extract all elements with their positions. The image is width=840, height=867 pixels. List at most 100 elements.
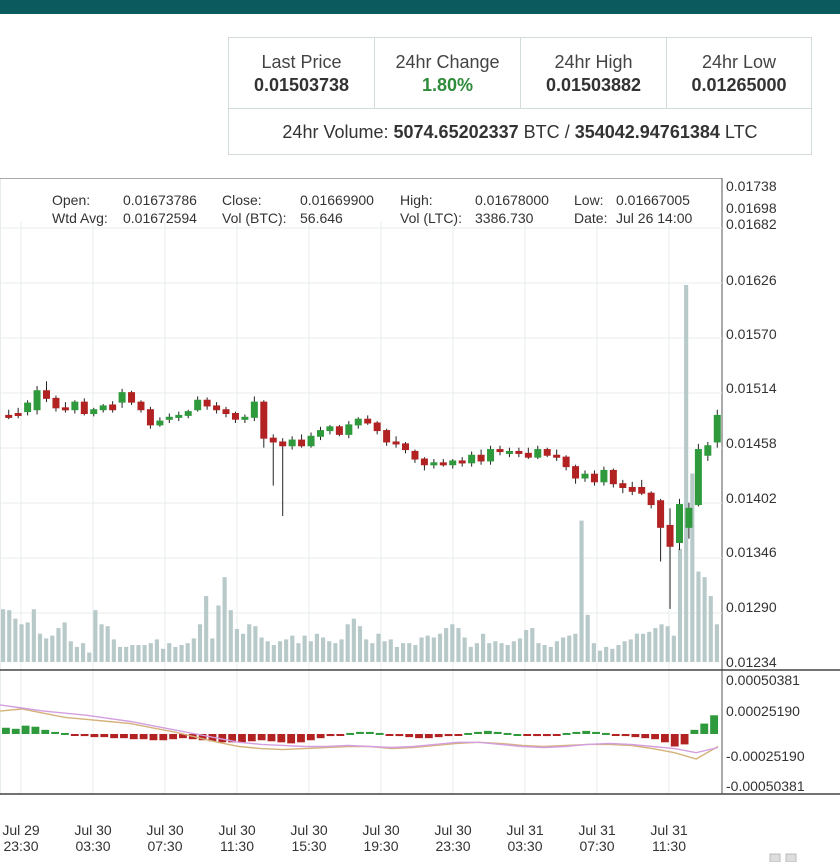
ohlc-wtd-label: Wtd Avg: <box>52 210 108 226</box>
candle-body <box>250 401 258 418</box>
candle <box>43 381 51 403</box>
candle <box>713 409 721 448</box>
volume-bar <box>253 626 258 662</box>
macd-histogram-bar <box>41 729 50 734</box>
candle-body <box>80 401 88 415</box>
candle-body <box>222 409 230 415</box>
x-tick-time: 15:30 <box>291 838 326 854</box>
volume-bar <box>530 628 535 662</box>
ohlc-date-label: Date: <box>574 210 608 226</box>
macd-histogram-bar <box>434 734 443 738</box>
volume-bar <box>50 635 55 662</box>
volume-bar <box>690 473 695 662</box>
volume-bar <box>407 643 412 662</box>
candle <box>80 398 88 416</box>
macd-histogram-bar <box>385 734 394 736</box>
volume-bar <box>1 609 6 662</box>
volume-bar <box>185 643 190 662</box>
candle <box>505 447 513 458</box>
candle <box>553 449 561 461</box>
x-tick-date: Jul 30 <box>434 822 472 838</box>
volume-bar <box>511 641 516 662</box>
candle <box>487 445 495 465</box>
candle <box>383 428 391 446</box>
candle <box>71 400 79 414</box>
x-tick-date: Jul 30 <box>146 822 184 838</box>
candle <box>638 479 646 496</box>
volume-bar <box>142 645 147 662</box>
macd-histogram-bar <box>257 734 266 741</box>
candle-body <box>231 413 239 420</box>
macd-tick-label: 0.00050381 <box>726 672 800 688</box>
macd-histogram-bar <box>110 734 119 739</box>
candle-body <box>146 409 154 426</box>
volume-bar <box>117 646 123 662</box>
candle <box>477 449 485 465</box>
volume-bar <box>634 633 639 662</box>
volume-bar <box>161 648 166 662</box>
candle-body <box>562 456 570 468</box>
volume-bar <box>641 633 646 662</box>
candle <box>137 400 145 413</box>
volume-bar <box>585 614 590 662</box>
candle-body <box>468 454 476 464</box>
macd-histogram-bar <box>631 734 640 738</box>
macd-histogram-bar <box>198 734 207 741</box>
macd-histogram-bar <box>375 732 384 735</box>
macd-histogram-bar <box>621 734 630 737</box>
candle <box>298 434 306 448</box>
volume-bar <box>339 639 344 662</box>
x-tick-time: 23:30 <box>435 838 470 854</box>
candle <box>203 397 211 410</box>
x-tick-date: Jul 30 <box>290 822 328 838</box>
price-chart[interactable]: 0.01738 0.01698 0.01682 0.01626 0.01570 0.015… <box>0 177 840 863</box>
ohlc-close-value: 0.01669900 <box>300 192 374 208</box>
candle-body <box>505 450 513 454</box>
volume-bar <box>616 645 621 662</box>
volume-bar <box>308 641 313 662</box>
candle-body <box>487 449 495 462</box>
volume-bar <box>351 618 356 662</box>
price-tick-label: 0.01346 <box>726 544 777 560</box>
volume-bar <box>431 637 436 662</box>
candle-body <box>5 414 13 418</box>
ohlc-close-label: Close: <box>222 192 262 208</box>
candle-body <box>14 413 22 417</box>
ohlc-wtd-value: 0.01672594 <box>123 210 197 226</box>
macd-histogram-bar <box>533 734 541 737</box>
macd-histogram-bar <box>120 734 128 739</box>
ohlc-open-label: Open: <box>52 192 91 208</box>
candle-body <box>666 524 674 547</box>
macd-histogram-bar <box>572 731 581 734</box>
candle <box>657 498 665 562</box>
volume-bar <box>271 645 276 662</box>
volume-bar <box>314 633 319 662</box>
volume-bar <box>401 643 406 662</box>
candle-body <box>109 404 117 411</box>
volume-bar <box>130 645 135 662</box>
candle-body <box>194 399 202 411</box>
macd-histogram-bar <box>11 728 20 734</box>
volume-bar <box>622 641 627 662</box>
candle-body <box>600 469 608 483</box>
candle-body <box>373 422 381 432</box>
volume-bar <box>222 577 227 662</box>
volume-bar <box>216 605 221 662</box>
volume-bar <box>25 622 30 662</box>
volume-bar <box>591 643 596 662</box>
volume-bar <box>333 643 338 662</box>
macd-histogram-bar <box>316 734 325 739</box>
volume-bar <box>376 633 381 662</box>
volume-bar <box>277 641 283 662</box>
volume-btc-unit: BTC <box>523 122 560 142</box>
price-tick-label: 0.01570 <box>726 326 777 342</box>
price-tick-label: 0.01458 <box>726 435 777 451</box>
candle <box>392 436 400 448</box>
volume-bar <box>370 643 375 662</box>
macd-histogram-bar <box>415 734 423 739</box>
volume-bar <box>610 648 615 662</box>
candle <box>581 470 589 482</box>
volume-bar <box>702 577 707 662</box>
volume-bar <box>247 624 252 662</box>
